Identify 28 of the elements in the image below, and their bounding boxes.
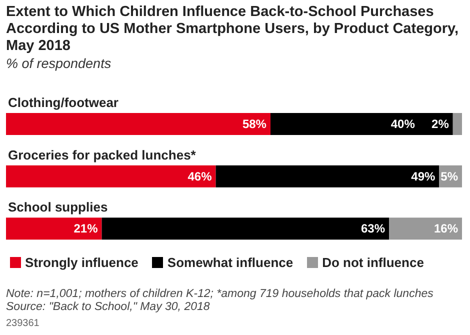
data-label: 49% [411,169,436,184]
bar [6,113,270,135]
data-label: 63% [361,222,386,236]
data-label: 16% [434,222,458,236]
chart-title: Extent to Which Children Influence Back-to-School Purchases According to US Mother Smartphone Users, by Product Category, May 2018 [6,4,460,55]
bar [389,218,462,240]
bar [102,218,390,240]
legend-label: Somewhat influence [166,255,294,270]
data-label: 46% [188,169,212,184]
y-tick-label: Clothing/footwear [8,95,118,110]
bar [216,165,440,188]
y-tick-label: School supplies [8,200,108,215]
bar [452,113,462,135]
legend-label: Do not influence [321,255,424,270]
text: 239361 [6,318,40,329]
bar [270,113,453,135]
bar [6,165,216,188]
chart-subtitle: % of respondents [6,56,112,71]
data-label: 21% [74,222,98,236]
legend-label: Strongly influence [24,255,138,270]
data-label: 2% [432,117,450,131]
y-tick-label: Groceries for packed lunches* [8,147,197,162]
data-label: 5% [440,169,458,184]
text: Note: n=1,001; mothers of children K-12; *among 719 households that pack lunches [6,288,434,301]
data-label: 58% [242,117,267,131]
source-note: Source: "Back to School," May 30, 2018 [6,301,211,314]
bar [6,218,102,240]
data-label: 40% [390,117,416,131]
